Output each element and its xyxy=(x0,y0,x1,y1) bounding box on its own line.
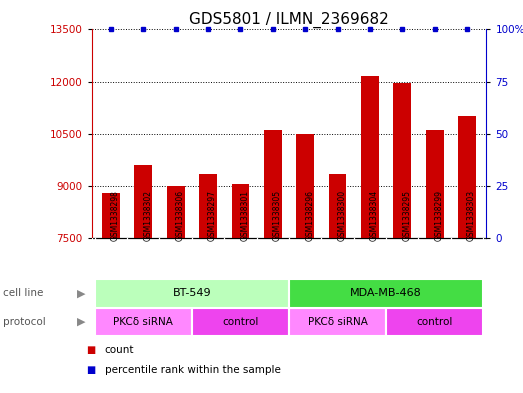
Text: GSM1338297: GSM1338297 xyxy=(208,190,217,241)
Bar xyxy=(134,165,152,238)
Text: GSM1338302: GSM1338302 xyxy=(143,190,152,241)
Text: GSM1338298: GSM1338298 xyxy=(111,190,120,241)
Bar xyxy=(102,193,120,238)
Bar xyxy=(95,308,192,336)
Text: GSM1338306: GSM1338306 xyxy=(176,190,185,241)
Text: protocol: protocol xyxy=(3,317,46,327)
Bar xyxy=(289,279,483,308)
Text: ■: ■ xyxy=(86,365,96,375)
Text: GSM1338300: GSM1338300 xyxy=(337,190,347,241)
Text: GSM1338304: GSM1338304 xyxy=(370,190,379,241)
Bar xyxy=(393,83,411,238)
Text: GSM1338301: GSM1338301 xyxy=(241,190,249,241)
Text: control: control xyxy=(222,317,258,327)
Text: cell line: cell line xyxy=(3,288,43,298)
Bar xyxy=(289,308,386,336)
Bar xyxy=(296,134,314,238)
Text: ■: ■ xyxy=(86,345,96,355)
Bar xyxy=(426,130,444,238)
Text: BT-549: BT-549 xyxy=(173,288,211,298)
Bar xyxy=(328,174,346,238)
Text: PKCδ siRNA: PKCδ siRNA xyxy=(308,317,368,327)
Bar xyxy=(192,308,289,336)
Text: GSM1338299: GSM1338299 xyxy=(435,190,444,241)
Bar xyxy=(199,174,217,238)
Bar xyxy=(167,185,185,238)
Title: GDS5801 / ILMN_2369682: GDS5801 / ILMN_2369682 xyxy=(189,12,389,28)
Bar xyxy=(232,184,249,238)
Bar xyxy=(264,130,282,238)
Text: GSM1338305: GSM1338305 xyxy=(273,190,282,241)
Text: ▶: ▶ xyxy=(77,317,85,327)
Bar xyxy=(386,308,483,336)
Text: control: control xyxy=(416,317,453,327)
Text: ▶: ▶ xyxy=(77,288,85,298)
Bar xyxy=(458,116,476,238)
Bar xyxy=(95,279,289,308)
Text: count: count xyxy=(105,345,134,355)
Text: PKCδ siRNA: PKCδ siRNA xyxy=(113,317,173,327)
Bar xyxy=(361,76,379,238)
Text: GSM1338303: GSM1338303 xyxy=(467,190,476,241)
Text: MDA-MB-468: MDA-MB-468 xyxy=(350,288,422,298)
Text: GSM1338295: GSM1338295 xyxy=(402,190,411,241)
Text: GSM1338296: GSM1338296 xyxy=(305,190,314,241)
Text: percentile rank within the sample: percentile rank within the sample xyxy=(105,365,280,375)
